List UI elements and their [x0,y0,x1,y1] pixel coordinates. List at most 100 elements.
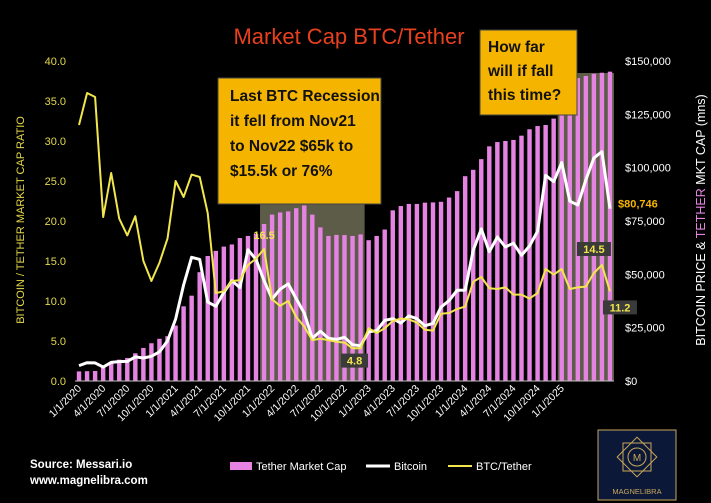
tether-bar [261,223,267,381]
tether-bar [495,142,500,381]
tether-bar [253,233,259,381]
tether-bar [173,325,178,381]
tether-bar [471,169,476,381]
data-labels: 16.5 4.8 14.5 11.2 $80,746 [253,199,658,368]
tether-bar [438,201,444,381]
tether-bar [318,227,323,381]
left-tick-label: 0.0 [51,376,66,388]
left-tick-label: 20.0 [45,216,66,228]
tether-bar [350,235,355,381]
ratio-data-label: 4.8 [347,356,362,368]
tether-bar [446,197,452,381]
tether-bar [454,191,460,381]
btc-tether-line [78,92,611,350]
svg-text:M: M [633,453,641,464]
tether-bar [334,234,339,381]
tether-bar [245,235,251,381]
tether-bar [342,235,347,381]
tether-bar [535,126,540,381]
logo-star-icon: M [616,436,658,478]
tether-bar [189,295,194,381]
ratio-data-label: 14.5 [583,244,604,256]
bitcoin-last-label: $80,746 [618,199,658,211]
data-label-bg [602,300,637,315]
series-lines [78,92,612,369]
tether-bar [221,246,227,381]
tether-bar [213,250,218,381]
recession-callout-text: Last BTC Recession it fell from Nov21 to… [230,88,384,180]
right-axis-title: BITCOIN PRICE & TETHER MKT CAP (mns) [694,94,708,345]
left-tick-label: 25.0 [45,176,66,188]
tether-bar [406,203,412,381]
recession-line-3: to Nov22 $65k to [230,138,353,155]
data-label-bg [341,353,369,368]
right-axis-title-tether: TETHER [694,188,708,238]
tether-bar [181,306,186,381]
recession-line-2: it fell from Nov21 [230,113,356,130]
tether-bar [326,235,331,381]
tether-bar [591,73,597,382]
recession-line-1: Last BTC Recession [230,88,380,105]
tether-bar [583,75,589,381]
tether-bar [487,146,492,381]
data-label-bg [576,242,611,256]
tether-bar [366,240,371,381]
left-tick-label: 15.0 [45,256,66,268]
tether-bar [133,353,138,381]
tether-bar [599,72,605,381]
tether-bar [374,235,379,381]
tether-bar [567,82,572,381]
left-axis-title: BITCOIN / TETHER MARKET CAP RATIO [15,116,27,324]
tether-bar [551,118,556,381]
question-line-1: How far [488,39,545,56]
tether-bar [398,206,404,381]
tether-bar [559,86,564,381]
right-tick-label: $0 [625,376,637,388]
legend-swatch-tether [230,462,252,470]
tether-bar [84,371,90,381]
tether-bar [462,176,468,381]
source-text: Source: Messari.io [30,459,132,471]
logo-frame [597,429,677,501]
bitcoin-line [78,150,612,369]
left-tick-label: 5.0 [51,336,66,348]
right-tick-label: $100,000 [625,163,671,175]
tether-bar [543,125,548,381]
right-axis-title-part1: BITCOIN PRICE & [694,238,708,345]
tether-bar [519,135,524,381]
tether-bar [358,234,363,381]
question-line-2: will if fall [487,63,553,80]
tether-bar [479,159,484,381]
right-tick-label: $50,000 [625,269,665,281]
question-callout-box [479,29,578,116]
right-tick-label: $25,000 [625,323,665,335]
legend: Tether Market Cap Bitcoin BTC/Tether [230,461,532,473]
ratio-data-label: 16.5 [253,230,274,242]
tether-bar [197,272,202,381]
question-callout-text: How far will if fall this time? [487,39,561,104]
tether-bars [76,71,613,382]
magnelibra-logo: M MAGNELIBRA [597,429,677,501]
tether-bar [382,229,387,381]
tether-bar [229,244,235,381]
tether-bar [157,338,162,381]
recession-line-4: $15.5k or 76% [230,163,333,180]
left-tick-label: 30.0 [45,136,66,148]
tether-bar [108,362,114,381]
tether-bar [141,347,146,381]
legend-label-ratio: BTC/Tether [476,461,532,473]
tether-bar [310,214,315,381]
tether-bar [430,202,436,381]
chart-title: Market Cap BTC/Tether [233,24,464,49]
tether-bar [422,202,428,381]
tether-bar [149,343,154,381]
tether-bar [511,139,516,381]
tether-bar [503,141,508,381]
right-axis-title-part3: MKT CAP (mns) [694,94,708,188]
tether-bar [125,357,130,381]
left-tick-label: 40.0 [45,56,66,68]
question-line-3: this time? [488,87,561,104]
tether-bar [607,71,613,382]
tether-bar [205,255,210,381]
